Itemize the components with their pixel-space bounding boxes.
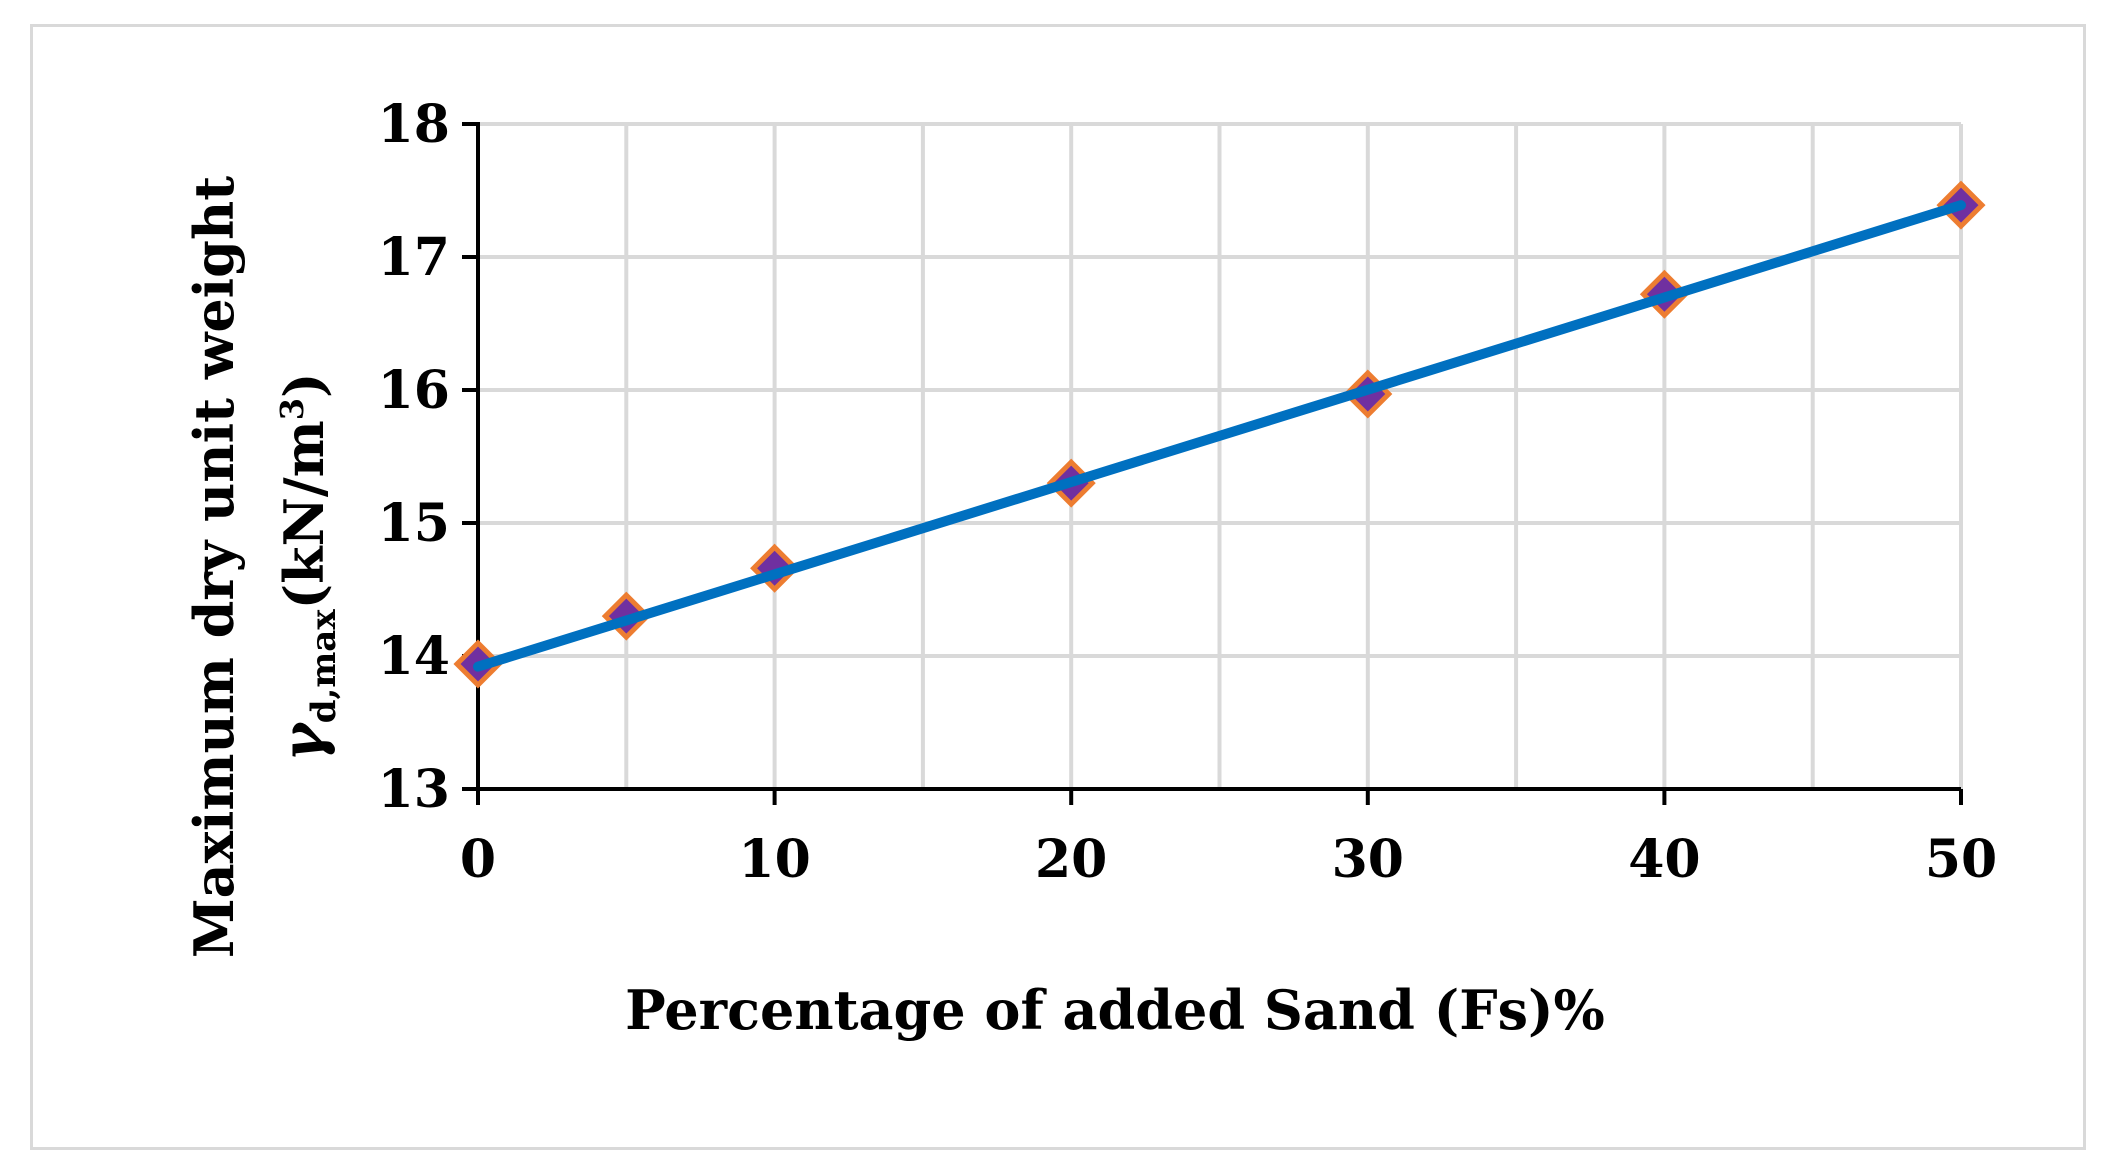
y-tick-label: 14 xyxy=(378,626,450,687)
x-tick-label: 10 xyxy=(738,829,810,890)
x-tick-label: 0 xyxy=(460,829,496,890)
chart: 0 10 20 30 40 50 13 14 15 16 17 18 Percentage of a… xyxy=(182,94,1997,1042)
x-axis-title: Percentage of added Sand (Fs)% xyxy=(625,978,1605,1042)
y-axis-title-line1: Maximum dry unit weight xyxy=(182,176,246,958)
x-tick-labels: 0 10 20 30 40 50 xyxy=(460,829,1997,890)
y-axis-symbol: γ xyxy=(269,721,337,762)
x-tick-label: 20 xyxy=(1035,829,1107,890)
gridlines xyxy=(478,122,1963,789)
y-tick-label: 17 xyxy=(378,227,450,288)
y-axis-units-superscript: 3 xyxy=(273,398,311,420)
y-tick-label: 13 xyxy=(378,759,450,820)
axes xyxy=(462,122,1963,805)
data-series xyxy=(453,180,1986,689)
x-tick-label: 50 xyxy=(1925,829,1997,890)
y-tick-label: 18 xyxy=(378,94,450,155)
y-tick-label: 16 xyxy=(378,360,450,421)
y-tick-labels: 13 14 15 16 17 18 xyxy=(378,94,450,820)
y-axis-units-close: ) xyxy=(272,372,336,398)
y-axis-units: (kN/m xyxy=(272,420,336,609)
y-axis-title-line2: γd,max(kN/m3) xyxy=(269,372,344,761)
y-axis-subscript: d,max xyxy=(304,609,344,724)
chart-frame: 0 10 20 30 40 50 13 14 15 16 17 18 Percentage of a… xyxy=(30,24,2086,1150)
y-tick-label: 15 xyxy=(378,493,450,554)
x-tick-label: 40 xyxy=(1628,829,1700,890)
x-tick-label: 30 xyxy=(1332,829,1404,890)
series-line xyxy=(473,200,1966,672)
